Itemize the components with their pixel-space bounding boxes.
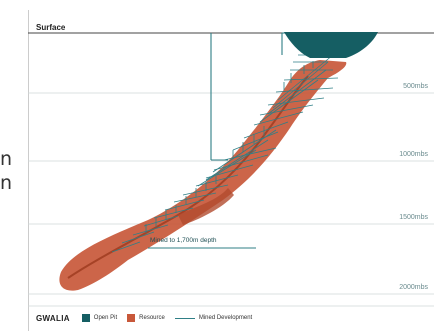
open-pit xyxy=(284,32,378,58)
depth-label-1000: 1000mbs xyxy=(399,151,428,158)
legend-item-mined-development: Mined Development xyxy=(174,315,253,321)
depth-label-1500: 1500mbs xyxy=(399,214,428,221)
open-pit-swatch xyxy=(81,314,90,322)
cross-section-drawing: Mined to 1,700m depth xyxy=(28,10,434,331)
legend-title: GWALIA xyxy=(36,313,70,323)
mined-development-line-swatch xyxy=(174,317,195,319)
mine-cross-section: Mined to 1,700m depth Surface 500mbs 100… xyxy=(28,10,434,331)
depth-annotation: Mined to 1,700m depth xyxy=(150,237,217,244)
legend-label: Mined Development xyxy=(198,315,253,321)
legend: GWALIA Open Pit Resource Mined Developme… xyxy=(36,310,262,326)
resource-swatch xyxy=(127,314,136,322)
legend-item-open-pit: Open Pit xyxy=(81,314,118,322)
legend-label: Resource xyxy=(139,315,165,321)
depth-label-500: 500mbs xyxy=(403,83,428,90)
resource-orebody xyxy=(59,60,347,291)
depth-label-2000: 2000mbs xyxy=(399,284,428,291)
side-text-fragment: n xyxy=(0,172,13,194)
legend-item-resource: Resource xyxy=(127,314,165,322)
surface-label: Surface xyxy=(36,23,66,32)
legend-label: Open Pit xyxy=(93,315,118,321)
side-text-fragment: n xyxy=(0,148,13,170)
